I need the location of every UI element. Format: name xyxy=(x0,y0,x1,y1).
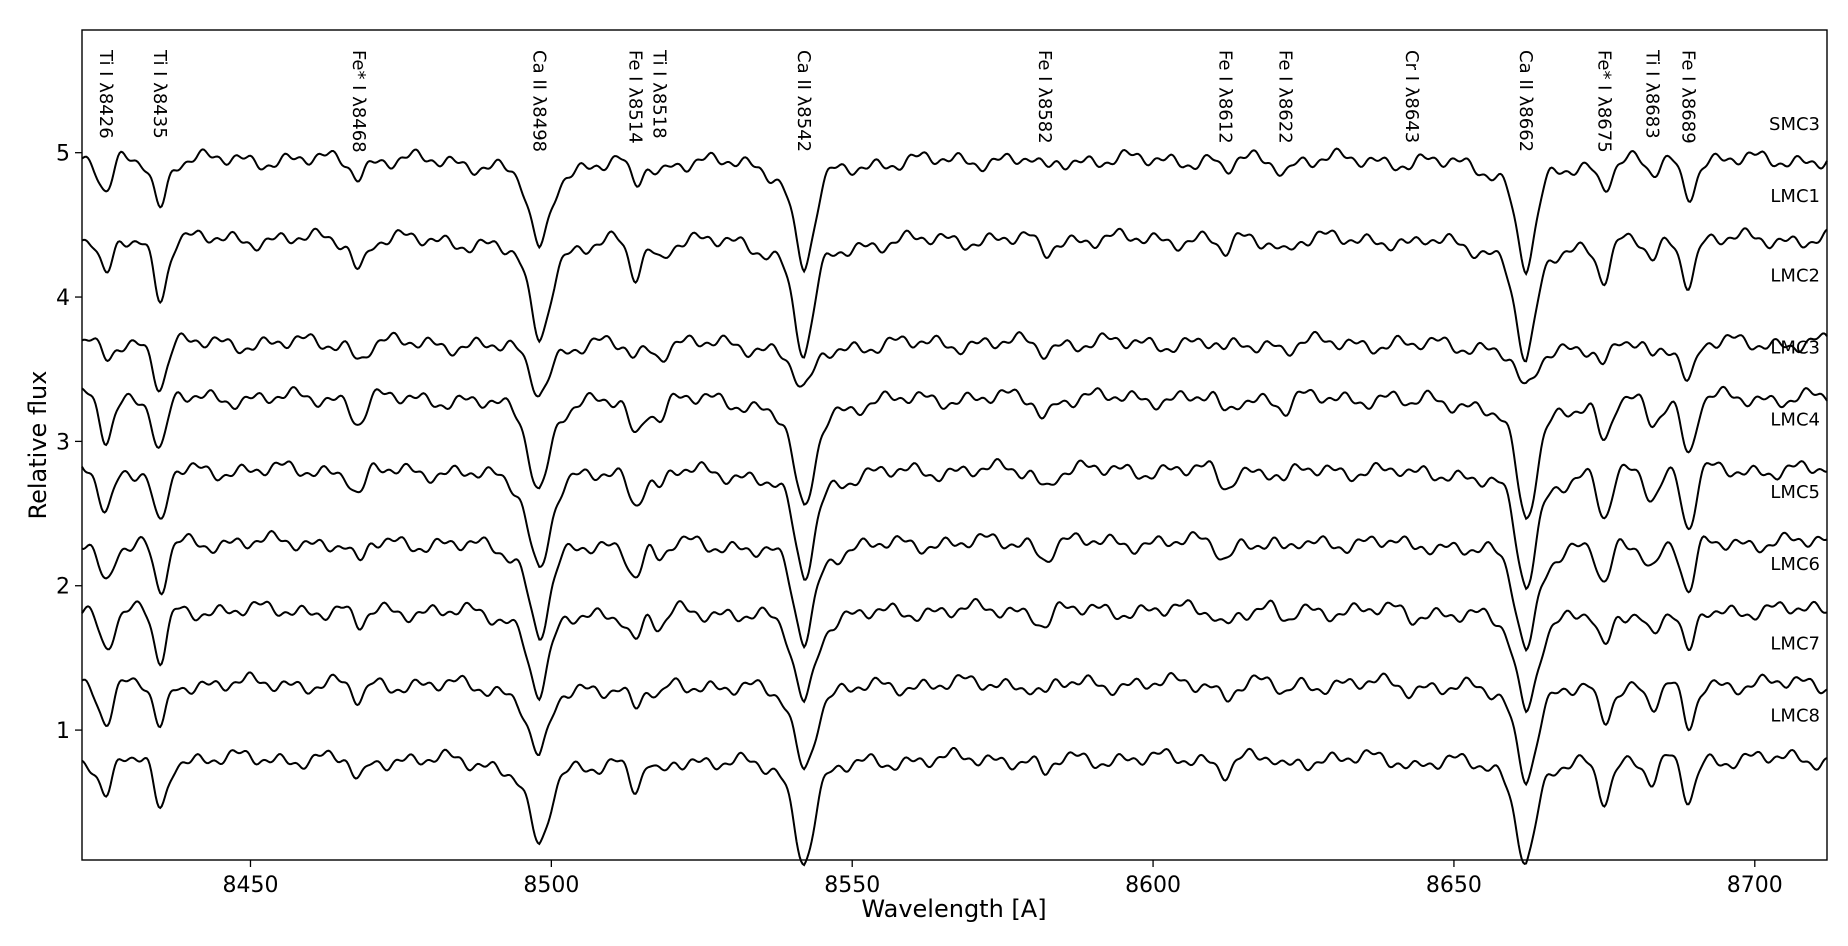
y-tick-label: 2 xyxy=(56,575,70,600)
line-label: Ti I λ8435 xyxy=(149,49,170,139)
line-label: Fe I λ8689 xyxy=(1678,50,1699,144)
line-label: Fe* I λ8675 xyxy=(1593,50,1614,153)
x-axis: 8450 8500 8550 8600 8650 8700 xyxy=(222,860,1783,898)
x-tick-label: 8450 xyxy=(222,873,278,898)
series-label-lmc3: LMC3 xyxy=(1770,338,1820,359)
spectrum-lmc7 xyxy=(81,671,1828,787)
spectrum-smc3 xyxy=(81,147,1828,277)
y-axis: 1 2 3 4 5 xyxy=(56,142,82,744)
line-label: Ti I λ8683 xyxy=(1642,49,1663,139)
spectra-lines xyxy=(81,147,1828,867)
x-tick-label: 8700 xyxy=(1727,873,1783,898)
y-tick-label: 5 xyxy=(56,142,70,167)
line-label: Fe I λ8622 xyxy=(1274,50,1295,144)
line-label: Ti I λ8426 xyxy=(95,49,116,139)
y-tick-label: 3 xyxy=(56,430,70,455)
plot-frame xyxy=(81,29,1828,861)
x-tick-label: 8650 xyxy=(1426,873,1482,898)
line-label: Fe* I λ8468 xyxy=(348,50,369,153)
series-labels: SMC3 LMC1 LMC2 LMC3 LMC4 LMC5 LMC6 LMC7 LMC8 xyxy=(1769,114,1820,727)
line-label: Ti I λ8518 xyxy=(649,49,670,139)
spectral-line-labels: Ti I λ8426 Ti I λ8435 Fe* I λ8468 Ca II λ84… xyxy=(95,49,1699,153)
spectrum-lmc8 xyxy=(81,747,1828,867)
x-tick-label: 8500 xyxy=(523,873,579,898)
series-label-lmc7: LMC7 xyxy=(1770,633,1820,654)
x-tick-label: 8550 xyxy=(824,873,880,898)
series-label-lmc8: LMC8 xyxy=(1770,706,1820,727)
series-label-lmc5: LMC5 xyxy=(1770,482,1820,503)
line-label: Ca II λ8498 xyxy=(528,50,549,152)
line-label: Cr I λ8643 xyxy=(1401,50,1422,143)
series-label-lmc1: LMC1 xyxy=(1770,186,1820,207)
x-axis-title: Wavelength [A] xyxy=(861,895,1046,923)
line-label: Ca II λ8542 xyxy=(793,50,814,152)
y-axis-title: Relative flux xyxy=(24,371,52,520)
spectrum-lmc6 xyxy=(81,597,1828,714)
spectrum-lmc4 xyxy=(81,458,1828,591)
line-label: Fe I λ8582 xyxy=(1034,50,1055,144)
series-label-smc3: SMC3 xyxy=(1769,114,1820,135)
series-label-lmc2: LMC2 xyxy=(1770,265,1820,286)
y-tick-label: 4 xyxy=(56,286,70,311)
line-label: Fe I λ8514 xyxy=(625,50,646,144)
x-tick-label: 8600 xyxy=(1125,873,1181,898)
series-label-lmc6: LMC6 xyxy=(1770,554,1820,575)
line-label: Fe I λ8612 xyxy=(1214,50,1235,144)
series-label-lmc4: LMC4 xyxy=(1770,410,1820,431)
spectrum-lmc2 xyxy=(81,330,1828,398)
line-label: Ca II λ8662 xyxy=(1515,50,1536,152)
y-tick-label: 1 xyxy=(56,719,70,744)
spectrum-lmc3 xyxy=(81,385,1828,521)
spectrum-lmc5 xyxy=(81,529,1828,653)
spectrum-lmc1 xyxy=(81,227,1828,363)
